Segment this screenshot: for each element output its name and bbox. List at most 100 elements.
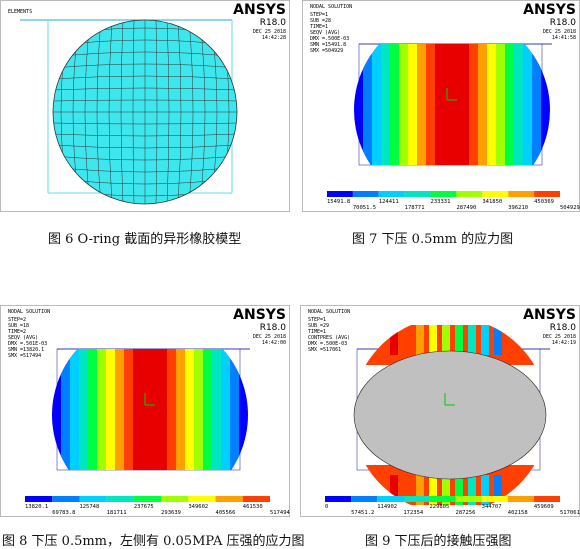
info-line: SUB =28 (310, 18, 331, 24)
version: R18.0 (260, 18, 287, 28)
info-line: SUB =18 (8, 323, 29, 329)
legend-swatch (378, 191, 405, 197)
legend-swatch (429, 496, 456, 502)
contact-band (468, 325, 476, 355)
legend-swatch (215, 496, 243, 502)
info-line: SEQV (AVG) (8, 335, 38, 341)
legend-swatch (533, 496, 560, 502)
info-line: SMN =13820.1 (8, 347, 44, 353)
mesh-line (177, 20, 182, 204)
contact-band (494, 325, 502, 355)
mesh-line (166, 20, 170, 204)
legend-swatch (352, 191, 379, 197)
time: 14:41:58 (552, 35, 576, 41)
time: 14:42:19 (552, 340, 576, 346)
contact-band (429, 325, 437, 355)
date: DEC 25 2018 (543, 334, 576, 340)
contact-band (403, 475, 411, 505)
contact-band (390, 325, 398, 355)
date: DEC 25 2018 (543, 29, 576, 35)
version: R18.0 (550, 323, 577, 333)
contact-band (494, 475, 502, 505)
date: DEC 25 2018 (253, 29, 286, 35)
legend-swatch (456, 191, 483, 197)
caption: 图 8 下压 0.5mm，左侧有 0.05MPA 压强的应力图 (2, 534, 305, 549)
legend-label: 125748 (79, 504, 99, 510)
plot-header: NODAL SOLUTION (310, 4, 352, 10)
mesh-line (188, 20, 194, 204)
time: 14:42:00 (262, 340, 286, 346)
date: DEC 25 2018 (253, 334, 286, 340)
legend-swatch (534, 191, 560, 197)
legend-swatch (327, 191, 353, 197)
mesh-line (53, 166, 237, 173)
legend-swatch (52, 496, 80, 502)
info-line: DMX =.500E-03 (310, 36, 349, 42)
contact-band (416, 475, 424, 505)
legend-swatch (325, 496, 352, 502)
legend-label: 114902 (377, 504, 397, 510)
panel-border (0, 0, 290, 212)
brand: ANSYS (523, 307, 576, 323)
caption: 图 7 下压 0.5mm 的应力图 (352, 232, 514, 247)
contact-band (468, 475, 476, 505)
contact-band (455, 325, 463, 355)
info-line: STEP=1 (308, 317, 326, 323)
legend-swatch (507, 496, 534, 502)
info-line: SEQV (AVG) (310, 30, 340, 36)
legend-label: 70051.5 (353, 205, 376, 211)
legend-swatch (377, 496, 404, 502)
contact-band (390, 475, 398, 505)
mesh-line (53, 133, 237, 137)
legend-label: 0 (325, 504, 328, 510)
plot-header: NODAL SOLUTION (308, 309, 350, 315)
legend-label: 405566 (216, 510, 236, 516)
legend-label: 233331 (431, 199, 451, 205)
legend-label: 517061 (560, 510, 580, 516)
legend-swatch (508, 191, 535, 197)
info-line: TIME=1 (308, 329, 326, 335)
contour-core (136, 373, 164, 417)
legend-swatch (403, 496, 430, 502)
contact-band (416, 325, 424, 355)
legend-swatch (161, 496, 189, 502)
info-line: CONTPRES (AVG) (308, 335, 350, 341)
mesh-line (53, 144, 237, 149)
panel-border (0, 305, 290, 517)
legend-swatch (25, 496, 53, 502)
legend-label: 459609 (534, 504, 554, 510)
legend-label: 178771 (405, 205, 425, 211)
mesh-line (53, 155, 237, 161)
legend-label: 517494 (270, 510, 290, 516)
legend-label: 181711 (107, 510, 127, 516)
legend-swatch (188, 496, 216, 502)
brand: ANSYS (523, 2, 576, 18)
legend-label: 293639 (161, 510, 181, 516)
contact-band (442, 475, 450, 505)
legend-label: 461530 (243, 504, 263, 510)
legend-swatch (106, 496, 134, 502)
info-line: DMX =.500E-03 (308, 341, 347, 347)
contour-core (436, 115, 468, 155)
caption: 图 9 下压后的接触压强图 (365, 534, 512, 549)
legend-swatch (482, 191, 509, 197)
legend-label: 287256 (456, 510, 476, 516)
legend-label: 69783.8 (52, 510, 75, 516)
info-line: TIME=2 (8, 329, 26, 335)
legend-label: 402158 (508, 510, 528, 516)
contour (354, 44, 550, 165)
legend-label: 287490 (456, 205, 476, 211)
contact-band (455, 475, 463, 505)
legend-label: 124411 (379, 199, 399, 205)
brand: ANSYS (233, 2, 286, 18)
contour (52, 349, 248, 470)
contact-band (442, 325, 450, 355)
legend-label: 237675 (134, 504, 154, 510)
legend-swatch (481, 496, 508, 502)
info-line: STEP=1 (310, 12, 328, 18)
info-line: STEP=2 (8, 317, 26, 323)
